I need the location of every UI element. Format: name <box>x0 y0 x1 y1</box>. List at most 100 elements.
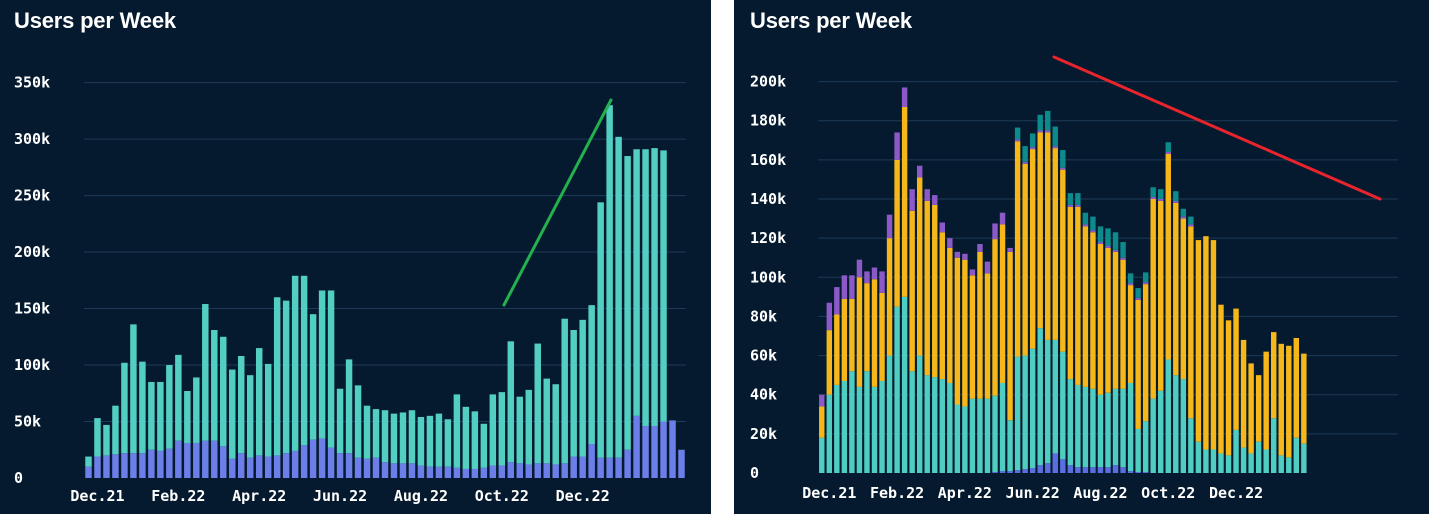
bar-segment <box>856 277 863 387</box>
bar-segment <box>157 381 164 451</box>
y-tick-label: 120k <box>750 229 786 247</box>
bar-segment <box>390 413 398 464</box>
x-tick-label: Jun.22 <box>313 487 367 505</box>
bar-segment <box>1105 228 1111 246</box>
bar-segment <box>909 371 915 473</box>
bar-segment <box>462 468 470 478</box>
bar-segment <box>435 466 443 478</box>
bar-segment <box>1120 257 1126 260</box>
bar-segment <box>1127 285 1134 383</box>
bar-segment <box>1210 449 1217 473</box>
bar-segment <box>543 378 550 464</box>
chart-title: Users per Week <box>14 8 176 33</box>
trend-line <box>1052 55 1382 201</box>
bar-segment <box>309 314 317 440</box>
bar-segment <box>139 453 146 478</box>
bar-segment <box>202 440 209 478</box>
bar-segment <box>273 297 281 456</box>
bar-segment <box>924 375 930 473</box>
bar-segment <box>1165 152 1171 154</box>
bar-segment <box>1067 465 1074 473</box>
bar-segment <box>408 463 416 478</box>
bar-segment <box>1082 224 1089 227</box>
bar-segment <box>1150 199 1156 399</box>
y-tick-label: 200k <box>14 243 50 261</box>
bar-segment <box>1127 382 1134 472</box>
bar-segment <box>856 259 863 278</box>
bar-segment <box>1286 457 1292 473</box>
bar-segment <box>1233 308 1239 430</box>
bar-segment <box>1014 470 1021 473</box>
bar-segment <box>1180 379 1187 473</box>
bar-segment <box>480 467 488 478</box>
bar-segment <box>1173 200 1179 203</box>
bar-segment <box>417 416 425 466</box>
bar-segment <box>984 398 991 473</box>
bar-segment <box>399 412 407 464</box>
bar-segment <box>345 359 353 454</box>
bar-segment <box>1158 189 1164 199</box>
bar-segment <box>372 409 380 458</box>
bar-segment <box>1255 375 1262 442</box>
bar-segment <box>444 466 452 478</box>
bar-segment <box>255 455 263 478</box>
bar-segment <box>1240 339 1247 448</box>
bar-segment <box>947 238 953 248</box>
bar-segment <box>516 396 524 464</box>
bar-segment <box>399 463 407 478</box>
bar-segment <box>273 455 281 478</box>
bar-segment <box>834 314 840 385</box>
bar-segment <box>1158 200 1164 391</box>
bar-segment <box>1255 441 1262 473</box>
bar-segment <box>969 275 976 399</box>
bar-segment <box>954 404 961 473</box>
bar-segment <box>1105 467 1111 473</box>
y-tick-label: 300k <box>14 130 50 148</box>
bar-segment <box>871 386 878 473</box>
bar-segment <box>1188 418 1194 473</box>
bar-segment <box>579 456 586 478</box>
bar-segment <box>864 271 870 284</box>
chart-panel-right: Users per Week 0 20k 40k 60k 80k 100k 120k 140k… <box>734 0 1429 514</box>
x-tick-label: Dec.21 <box>802 484 856 502</box>
bar-segment <box>426 415 434 467</box>
bar-segment <box>1165 142 1171 153</box>
bar-segment <box>336 388 344 454</box>
bar-segment <box>992 239 998 396</box>
bar-segment <box>561 463 568 478</box>
bar-segment <box>121 362 128 454</box>
bar-segment <box>660 150 667 422</box>
bar-segment <box>879 381 885 473</box>
bar-segment <box>871 267 878 280</box>
bar-segment <box>264 456 272 478</box>
bar-segment <box>660 421 667 478</box>
bar-segment <box>390 463 398 478</box>
bar-segment <box>1037 328 1043 466</box>
bar-segment <box>1263 351 1269 450</box>
bar-segment <box>999 224 1006 383</box>
bar-segment <box>1097 394 1104 468</box>
bar-segment <box>166 365 173 449</box>
y-tick-label: 200k <box>750 73 786 91</box>
y-tick-label: 0 <box>750 464 759 482</box>
bar-segment <box>1112 249 1119 252</box>
chart-title: Users per Week <box>750 8 912 33</box>
bar-segment <box>1278 455 1284 473</box>
bar-segment <box>947 382 953 473</box>
bar-segment <box>489 465 497 478</box>
bar-segment <box>1135 299 1141 429</box>
bar-segment <box>175 354 182 441</box>
bar-segment <box>954 251 961 258</box>
bar-segment <box>1127 471 1134 473</box>
bar-segment <box>1060 167 1066 170</box>
bar-segment <box>597 457 604 478</box>
bar-segment <box>819 437 825 473</box>
bar-segment <box>1142 284 1149 422</box>
bar-segment <box>1029 149 1036 349</box>
y-tick-label: 0 <box>14 469 23 487</box>
bar-segment <box>1007 471 1013 473</box>
bar-segment <box>916 165 923 178</box>
bar-segment <box>624 156 631 450</box>
bar-segment <box>1150 187 1156 198</box>
bar-segment <box>1082 226 1089 387</box>
